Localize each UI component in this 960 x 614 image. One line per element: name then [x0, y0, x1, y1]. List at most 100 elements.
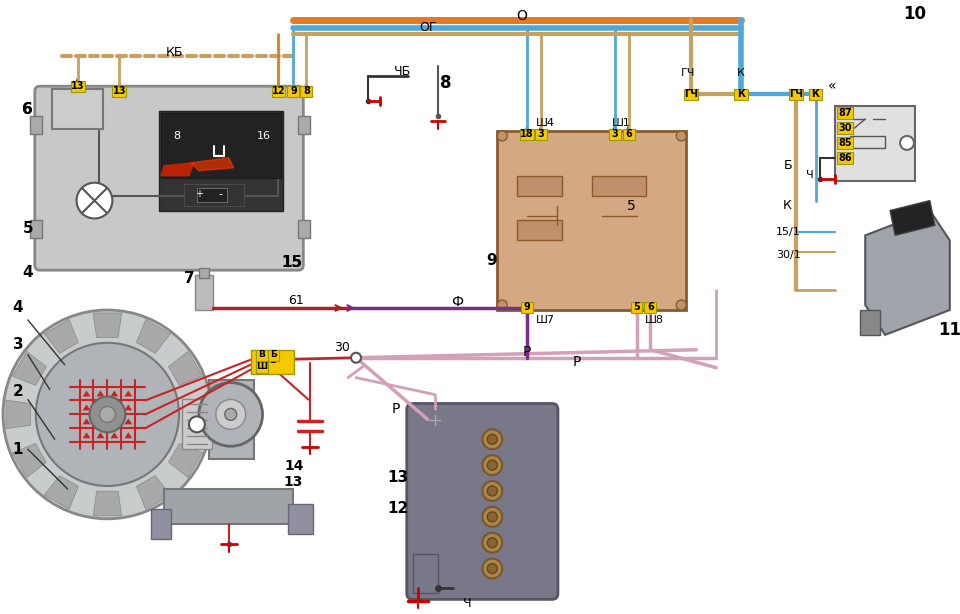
Text: Ш: Ш — [256, 362, 267, 371]
Text: 8: 8 — [302, 86, 310, 96]
Bar — [520, 129, 534, 140]
Bar — [497, 131, 686, 310]
Circle shape — [225, 408, 237, 421]
Bar — [184, 184, 244, 206]
Text: Б: Б — [270, 350, 276, 359]
Bar — [209, 379, 253, 459]
Circle shape — [482, 559, 502, 578]
Text: 85: 85 — [838, 138, 852, 148]
Circle shape — [488, 512, 497, 522]
Polygon shape — [169, 351, 203, 386]
Text: Ч: Ч — [463, 597, 471, 610]
Bar — [255, 350, 268, 360]
Circle shape — [900, 136, 914, 150]
Text: ОГ: ОГ — [419, 21, 437, 34]
Bar — [251, 350, 295, 374]
Bar — [159, 111, 283, 211]
Bar — [300, 86, 312, 97]
Bar — [851, 136, 885, 148]
Bar — [299, 116, 310, 134]
Text: 10: 10 — [903, 5, 926, 23]
Text: 6: 6 — [625, 129, 632, 139]
Polygon shape — [83, 418, 90, 424]
Circle shape — [189, 416, 204, 432]
Text: 13: 13 — [71, 81, 84, 91]
Bar — [837, 122, 853, 134]
Text: 13: 13 — [387, 470, 408, 484]
Text: 12: 12 — [387, 502, 408, 516]
Circle shape — [488, 434, 497, 445]
Bar — [161, 113, 281, 177]
Text: 5: 5 — [634, 302, 640, 312]
Circle shape — [497, 300, 507, 310]
Circle shape — [488, 460, 497, 470]
Polygon shape — [96, 432, 105, 438]
Polygon shape — [83, 432, 90, 438]
Text: -: - — [219, 188, 223, 198]
Text: 6: 6 — [22, 101, 34, 117]
Text: 5: 5 — [627, 198, 636, 212]
Text: +: + — [427, 413, 443, 430]
Bar — [71, 81, 84, 92]
Text: 9: 9 — [524, 302, 531, 312]
Text: 8: 8 — [174, 131, 180, 141]
Text: Р: Р — [573, 355, 581, 368]
Text: ЧБ: ЧБ — [395, 65, 412, 78]
Polygon shape — [83, 391, 90, 397]
Text: Ш1: Ш1 — [612, 118, 631, 128]
Text: О: О — [516, 9, 528, 23]
Bar — [288, 504, 313, 534]
Bar — [30, 220, 42, 238]
Text: 14: 14 — [284, 459, 304, 473]
Polygon shape — [96, 405, 105, 410]
Bar — [299, 220, 310, 238]
Bar — [521, 302, 533, 313]
Circle shape — [676, 300, 686, 310]
Bar — [837, 137, 853, 149]
Polygon shape — [124, 432, 132, 438]
Polygon shape — [83, 405, 90, 410]
Text: 6: 6 — [22, 101, 34, 117]
Text: Р: Р — [523, 344, 531, 359]
Text: ГЧ: ГЧ — [681, 68, 695, 79]
Circle shape — [482, 455, 502, 475]
Text: 11: 11 — [938, 321, 960, 339]
Bar — [182, 400, 212, 449]
Text: 61: 61 — [289, 293, 304, 306]
Text: К: К — [811, 89, 820, 99]
Bar — [268, 350, 279, 360]
Polygon shape — [136, 475, 171, 510]
Text: 13: 13 — [112, 86, 126, 96]
Text: 4: 4 — [22, 265, 34, 280]
Text: Ш8: Ш8 — [645, 315, 664, 325]
Circle shape — [3, 310, 212, 519]
Text: К: К — [737, 68, 745, 79]
Text: 9: 9 — [290, 86, 297, 96]
Bar — [535, 129, 547, 140]
Circle shape — [676, 131, 686, 141]
Bar — [734, 89, 748, 100]
Text: Б: Б — [269, 355, 276, 365]
Text: 3: 3 — [12, 337, 23, 352]
Bar — [199, 268, 209, 278]
Text: Ч: Ч — [805, 169, 813, 180]
Circle shape — [100, 406, 115, 422]
Bar — [197, 188, 227, 201]
Text: ГЧ: ГЧ — [788, 89, 803, 99]
Bar — [684, 89, 698, 100]
Text: КБ: КБ — [165, 46, 182, 59]
Polygon shape — [136, 319, 171, 353]
Text: 30: 30 — [334, 341, 350, 354]
Text: 2: 2 — [12, 384, 23, 399]
Text: Ш: Ш — [256, 365, 269, 375]
Bar — [609, 129, 620, 140]
Polygon shape — [110, 432, 118, 438]
Bar — [272, 86, 285, 97]
Polygon shape — [96, 418, 105, 424]
Text: К: К — [737, 89, 745, 99]
Text: ГЧ: ГЧ — [684, 89, 698, 99]
Polygon shape — [191, 158, 233, 171]
Bar — [789, 89, 803, 100]
Polygon shape — [110, 405, 118, 410]
Polygon shape — [110, 418, 118, 424]
